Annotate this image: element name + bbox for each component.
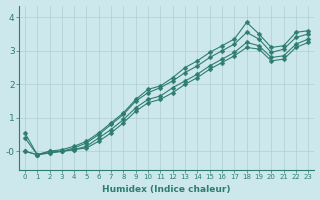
X-axis label: Humidex (Indice chaleur): Humidex (Indice chaleur) xyxy=(102,185,231,194)
